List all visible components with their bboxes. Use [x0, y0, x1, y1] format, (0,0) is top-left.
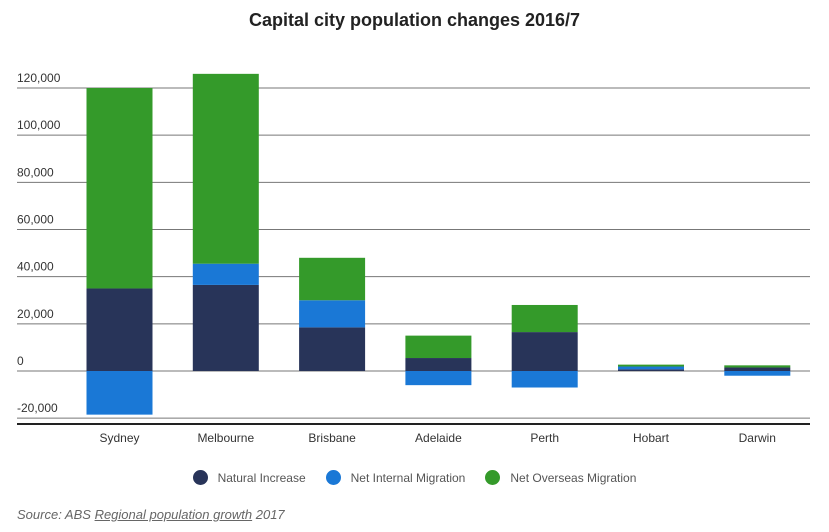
source-note: Source: ABS Regional population growth 2… [17, 507, 285, 522]
legend-label: Net Overseas Migration [510, 470, 637, 485]
bar-segment [618, 369, 684, 371]
x-category-label: Adelaide [415, 431, 462, 445]
legend-item: Natural Increase [192, 470, 306, 485]
bar-segment [618, 364, 684, 367]
bar-segment [192, 284, 259, 371]
bar-segment [192, 263, 259, 285]
bar-segment [405, 371, 472, 386]
bars [86, 73, 791, 415]
bar-segment [299, 257, 366, 301]
bar-segment [618, 366, 684, 370]
legend-swatch [325, 470, 341, 485]
bar-segment [192, 73, 259, 264]
source-prefix: Source: ABS [17, 507, 95, 522]
y-axis-ticks: 120,000 100,000 80,000 60,000 40,000 20,000 0 -… [17, 71, 61, 415]
bar-segment [86, 288, 153, 371]
legend-item: Net Internal Migration [325, 470, 466, 485]
x-category-label: Hobart [633, 431, 670, 445]
x-category-label: Perth [530, 431, 559, 445]
y-tick-label: 100,000 [17, 118, 61, 132]
y-tick-label: 0 [17, 354, 24, 368]
bar-segment [511, 332, 578, 371]
legend-label: Natural Increase [217, 470, 306, 485]
bar-segment [511, 371, 578, 388]
legend-swatch [192, 470, 208, 485]
y-tick-label: 120,000 [17, 71, 61, 85]
legend-item: Net Overseas Migration [485, 470, 636, 485]
y-tick-label: 20,000 [17, 307, 54, 321]
x-category-label: Darwin [739, 431, 776, 445]
bar-segment [299, 327, 366, 371]
bar-segment [405, 358, 472, 371]
bar-segment [86, 88, 153, 289]
source-link[interactable]: Regional population growth [94, 507, 253, 522]
chart-plot: 120,000 100,000 80,000 60,000 40,000 20,000 0 -… [17, 71, 810, 445]
bar-segment [299, 300, 366, 328]
legend-label: Net Internal Migration [350, 470, 466, 485]
x-category-label: Brisbane [308, 431, 356, 445]
source-suffix: 2017 [252, 507, 285, 522]
legend-swatch [485, 470, 501, 485]
chart-title: Capital city population changes 2016/7 [248, 10, 581, 30]
x-axis-labels: Sydney Melbourne Brisbane Adelaide Perth Hoba… [99, 431, 775, 445]
bar-segment [724, 367, 791, 371]
y-tick-label: 40,000 [17, 260, 54, 274]
bar-segment [724, 365, 791, 368]
bar-segment [511, 304, 578, 333]
y-tick-label: -20,000 [17, 401, 58, 415]
legend: Natural Increase Net Internal Migration Ne… [0, 470, 829, 485]
x-category-label: Sydney [99, 431, 139, 445]
bar-segment [724, 371, 791, 376]
bar-segment [405, 335, 472, 359]
y-tick-label: 80,000 [17, 165, 54, 179]
bar-segment [86, 371, 153, 415]
x-category-label: Melbourne [197, 431, 254, 445]
y-tick-label: 60,000 [17, 213, 54, 227]
